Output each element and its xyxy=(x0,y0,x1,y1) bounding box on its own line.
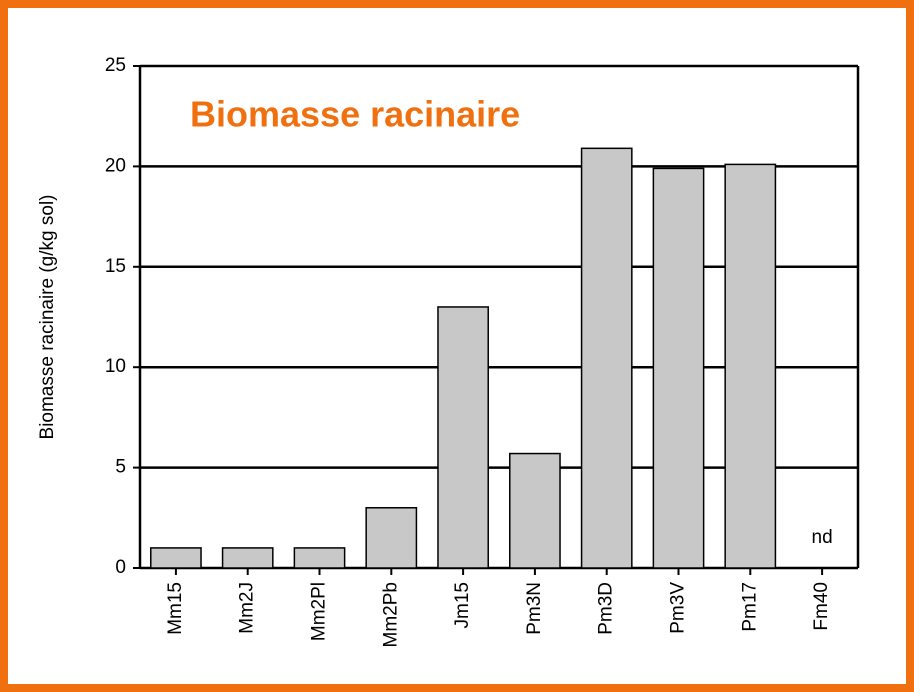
bar xyxy=(652,167,705,569)
bar xyxy=(365,507,418,569)
x-tick-label: Mm2J xyxy=(237,582,258,634)
y-axis-label: Biomasse racinaire (g/kg sol) xyxy=(37,195,58,440)
x-tick-label: Pm3V xyxy=(668,582,689,634)
bar xyxy=(221,547,274,569)
x-tick-label: Mm2Pb xyxy=(380,582,401,647)
y-tick-label: 15 xyxy=(105,256,126,277)
y-tick-label: 5 xyxy=(115,457,126,478)
x-tick-label: Pm3N xyxy=(524,582,545,635)
bar xyxy=(293,547,346,569)
y-tick-label: 10 xyxy=(105,356,126,377)
x-tick-label: Fm40 xyxy=(811,582,832,631)
bar xyxy=(437,306,489,569)
x-tick-label: Pm17 xyxy=(739,582,760,632)
x-tick-label: Mm2Pl xyxy=(309,582,330,641)
annotation: nd xyxy=(812,527,833,548)
bar xyxy=(150,547,202,569)
x-tick-label: Jm15 xyxy=(452,582,473,628)
x-tick-label: Mm15 xyxy=(165,582,186,635)
bar xyxy=(724,163,777,569)
bar xyxy=(509,452,561,569)
chart-title: Biomasse racinaire xyxy=(190,94,520,135)
y-tick-label: 25 xyxy=(105,55,126,76)
x-tick-label: Pm3D xyxy=(596,582,617,635)
bar xyxy=(580,147,633,569)
y-tick-label: 20 xyxy=(105,155,126,176)
y-tick-label: 0 xyxy=(115,557,126,578)
